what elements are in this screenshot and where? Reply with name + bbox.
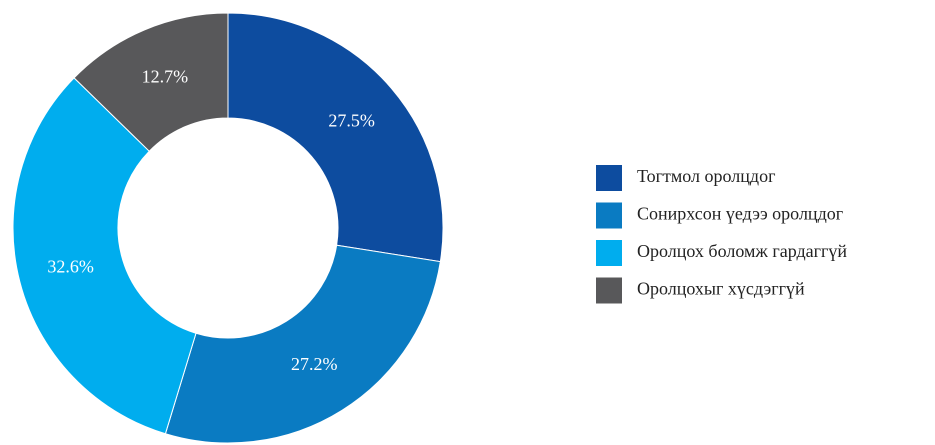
legend-swatch <box>596 202 622 229</box>
legend-swatch <box>596 277 622 304</box>
legend-label: Сонирхсон үедээ оролцдог <box>637 204 843 224</box>
slice-label: 27.5% <box>328 111 375 131</box>
slice-label: 12.7% <box>142 66 189 86</box>
donut-slice <box>227 12 444 263</box>
legend-label: Тогтмол оролцдог <box>637 166 775 186</box>
slice-label: 27.2% <box>291 354 338 374</box>
legend-swatch <box>596 240 622 266</box>
donut-slice <box>73 12 229 152</box>
slice-label: 32.6% <box>47 257 94 277</box>
legend-label: Оролцох боломж гардаггүй <box>637 241 847 261</box>
legend-swatch <box>596 165 622 191</box>
donut-slice <box>164 244 441 444</box>
donut-slice <box>12 77 197 435</box>
legend-label: Оролцохыг хүсдэггүй <box>637 279 805 299</box>
